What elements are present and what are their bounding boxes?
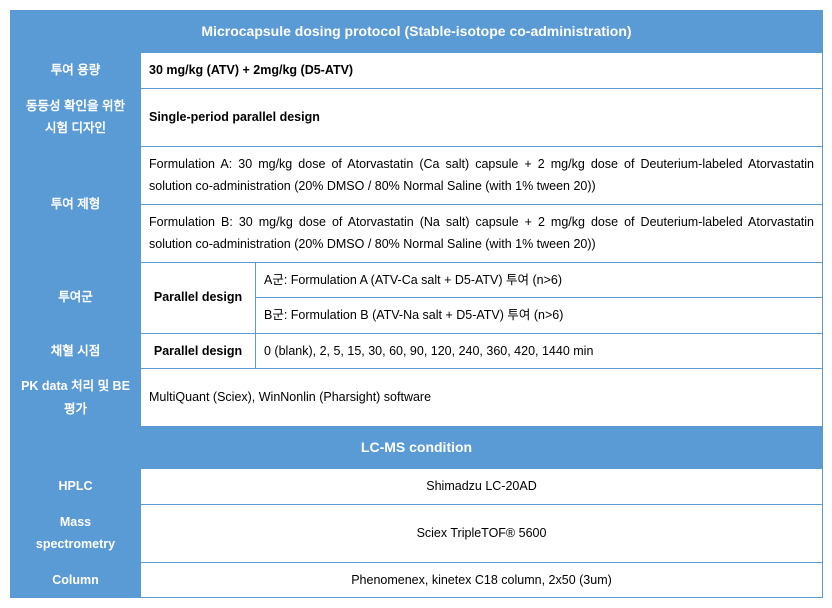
design-value: Single-period parallel design xyxy=(141,88,823,146)
main-header: Microcapsule dosing protocol (Stable-iso… xyxy=(11,11,823,53)
sampling-label: 채혈 시점 xyxy=(11,333,141,369)
group-a: A군: Formulation A (ATV-Ca salt + D5-ATV)… xyxy=(256,262,823,298)
column-value: Phenomenex, kinetex C18 column, 2x50 (3u… xyxy=(141,562,823,598)
pk-label: PK data 처리 및 BE 평가 xyxy=(11,369,141,427)
column-label: Column xyxy=(11,562,141,598)
dose-value: 30 mg/kg (ATV) + 2mg/kg (D5-ATV) xyxy=(141,53,823,89)
hplc-value: Shimadzu LC-20AD xyxy=(141,469,823,505)
lcms-header: LC-MS condition xyxy=(11,427,823,469)
sampling-sub: Parallel design xyxy=(141,333,256,369)
protocol-table: Microcapsule dosing protocol (Stable-iso… xyxy=(10,10,823,598)
dose-label: 투여 용량 xyxy=(11,53,141,89)
group-b: B군: Formulation B (ATV-Na salt + D5-ATV)… xyxy=(256,298,823,334)
sampling-value: 0 (blank), 2, 5, 15, 30, 60, 90, 120, 24… xyxy=(256,333,823,369)
formulation-b: Formulation B: 30 mg/kg dose of Atorvast… xyxy=(141,204,823,262)
pk-value: MultiQuant (Sciex), WinNonlin (Pharsight… xyxy=(141,369,823,427)
ms-value: Sciex TripleTOF® 5600 xyxy=(141,504,823,562)
ms-label: Mass spectrometry xyxy=(11,504,141,562)
formulation-label: 투여 제형 xyxy=(11,146,141,262)
formulation-a: Formulation A: 30 mg/kg dose of Atorvast… xyxy=(141,146,823,204)
hplc-label: HPLC xyxy=(11,469,141,505)
parallel-design-label: Parallel design xyxy=(141,262,256,333)
group-label: 투여군 xyxy=(11,262,141,333)
design-label: 동등성 확인을 위한 시험 디자인 xyxy=(11,88,141,146)
